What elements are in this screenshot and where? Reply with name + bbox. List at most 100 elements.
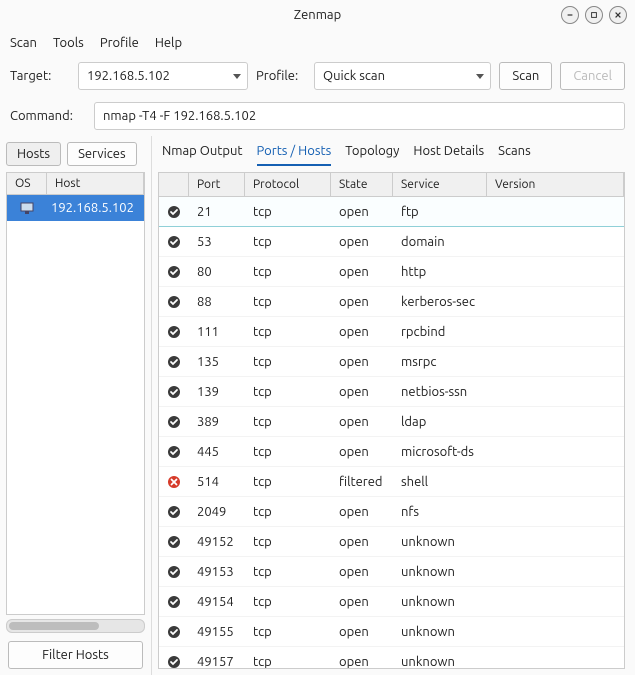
tab-nmap-output[interactable]: Nmap Output — [162, 144, 243, 166]
cell-protocol: tcp — [245, 535, 331, 549]
tab-hosts[interactable]: Hosts — [6, 142, 61, 166]
cell-state: open — [331, 415, 393, 429]
check-circle-icon — [159, 625, 189, 639]
port-row[interactable]: 53tcpopendomain — [159, 227, 624, 257]
cell-port: 49155 — [189, 625, 245, 639]
target-value: 192.168.5.102 — [87, 69, 170, 83]
cell-protocol: tcp — [245, 625, 331, 639]
cell-protocol: tcp — [245, 415, 331, 429]
tab-services[interactable]: Services — [67, 142, 137, 166]
check-circle-icon — [159, 505, 189, 519]
profile-label: Profile: — [256, 69, 306, 83]
menu-help[interactable]: Help — [155, 36, 182, 50]
cell-port: 389 — [189, 415, 245, 429]
cell-port: 514 — [189, 475, 245, 489]
filter-hosts-button[interactable]: Filter Hosts — [8, 641, 143, 669]
cell-port: 49153 — [189, 565, 245, 579]
cell-port: 88 — [189, 295, 245, 309]
check-circle-icon — [159, 355, 189, 369]
col-host[interactable]: Host — [47, 173, 144, 194]
port-row[interactable]: 49153tcpopenunknown — [159, 557, 624, 587]
cell-protocol: tcp — [245, 595, 331, 609]
port-row[interactable]: 135tcpopenmsrpc — [159, 347, 624, 377]
cell-protocol: tcp — [245, 295, 331, 309]
cell-state: open — [331, 355, 393, 369]
col-protocol[interactable]: Protocol — [245, 173, 331, 196]
horizontal-scrollbar[interactable] — [6, 619, 145, 633]
check-circle-icon — [159, 445, 189, 459]
col-state[interactable]: State — [331, 173, 393, 196]
cell-protocol: tcp — [245, 235, 331, 249]
right-tabs: Nmap Output Ports / Hosts Topology Host … — [152, 136, 635, 166]
port-row[interactable]: 389tcpopenldap — [159, 407, 624, 437]
col-os[interactable]: OS — [7, 173, 47, 194]
port-row[interactable]: 111tcpopenrpcbind — [159, 317, 624, 347]
host-table: OS Host 192.168.5.102 — [6, 172, 145, 615]
cell-protocol: tcp — [245, 265, 331, 279]
cell-state: open — [331, 445, 393, 459]
port-row[interactable]: 445tcpopenmicrosoft-ds — [159, 437, 624, 467]
check-circle-icon — [159, 565, 189, 579]
command-input[interactable]: nmap -T4 -F 192.168.5.102 — [94, 102, 625, 130]
cell-service: nfs — [393, 505, 487, 519]
profile-combo[interactable]: Quick scan — [314, 62, 491, 90]
cell-port: 21 — [189, 205, 245, 219]
tab-scans[interactable]: Scans — [498, 144, 531, 166]
tab-ports-hosts[interactable]: Ports / Hosts — [257, 144, 332, 166]
cell-port: 49157 — [189, 655, 245, 669]
menu-tools[interactable]: Tools — [53, 36, 84, 50]
ports-table: Port Protocol State Service Version 21tc… — [158, 172, 625, 669]
menu-scan[interactable]: Scan — [10, 36, 37, 50]
port-row[interactable]: 514tcpfilteredshell — [159, 467, 624, 497]
cell-protocol: tcp — [245, 655, 331, 669]
cell-protocol: tcp — [245, 445, 331, 459]
cell-state: open — [331, 535, 393, 549]
cell-protocol: tcp — [245, 565, 331, 579]
menu-bar: Scan Tools Profile Help — [0, 30, 635, 56]
port-row[interactable]: 88tcpopenkerberos-sec — [159, 287, 624, 317]
window-maximize-icon[interactable] — [585, 6, 603, 24]
profile-value: Quick scan — [323, 69, 385, 83]
host-row[interactable]: 192.168.5.102 — [7, 195, 144, 221]
os-icon — [7, 201, 47, 215]
main-split: Hosts Services OS Host 192.168.5.102 Fil… — [0, 136, 635, 675]
port-row[interactable]: 49155tcpopenunknown — [159, 617, 624, 647]
window-minimize-icon[interactable] — [561, 6, 579, 24]
chevron-down-icon — [476, 74, 484, 79]
port-row[interactable]: 49154tcpopenunknown — [159, 587, 624, 617]
port-row[interactable]: 2049tcpopennfs — [159, 497, 624, 527]
cell-service: kerberos-sec — [393, 295, 487, 309]
cell-port: 111 — [189, 325, 245, 339]
port-row[interactable]: 139tcpopennetbios-ssn — [159, 377, 624, 407]
window-close-icon[interactable] — [609, 6, 627, 24]
port-row[interactable]: 80tcpopenhttp — [159, 257, 624, 287]
window-title: Zenmap — [294, 8, 341, 22]
cell-state: open — [331, 505, 393, 519]
col-version[interactable]: Version — [487, 173, 624, 196]
col-status[interactable] — [159, 173, 189, 196]
cell-service: unknown — [393, 655, 487, 669]
check-circle-icon — [159, 325, 189, 339]
cell-service: rpcbind — [393, 325, 487, 339]
cell-service: unknown — [393, 625, 487, 639]
port-row[interactable]: 49157tcpopenunknown — [159, 647, 624, 669]
tab-host-details[interactable]: Host Details — [413, 144, 484, 166]
cell-port: 49152 — [189, 535, 245, 549]
cell-protocol: tcp — [245, 505, 331, 519]
cell-service: unknown — [393, 595, 487, 609]
cell-service: ldap — [393, 415, 487, 429]
scan-button[interactable]: Scan — [499, 62, 552, 90]
port-row[interactable]: 49152tcpopenunknown — [159, 527, 624, 557]
menu-profile[interactable]: Profile — [100, 36, 139, 50]
port-row[interactable]: 21tcpopenftp — [159, 197, 624, 227]
check-circle-icon — [159, 235, 189, 249]
cell-service: ftp — [393, 205, 487, 219]
col-port[interactable]: Port — [189, 173, 245, 196]
right-pane: Nmap Output Ports / Hosts Topology Host … — [152, 136, 635, 675]
col-service[interactable]: Service — [393, 173, 487, 196]
target-combo[interactable]: 192.168.5.102 — [78, 62, 248, 90]
tab-topology[interactable]: Topology — [345, 144, 399, 166]
cell-service: msrpc — [393, 355, 487, 369]
target-label: Target: — [10, 69, 70, 83]
cell-state: open — [331, 325, 393, 339]
